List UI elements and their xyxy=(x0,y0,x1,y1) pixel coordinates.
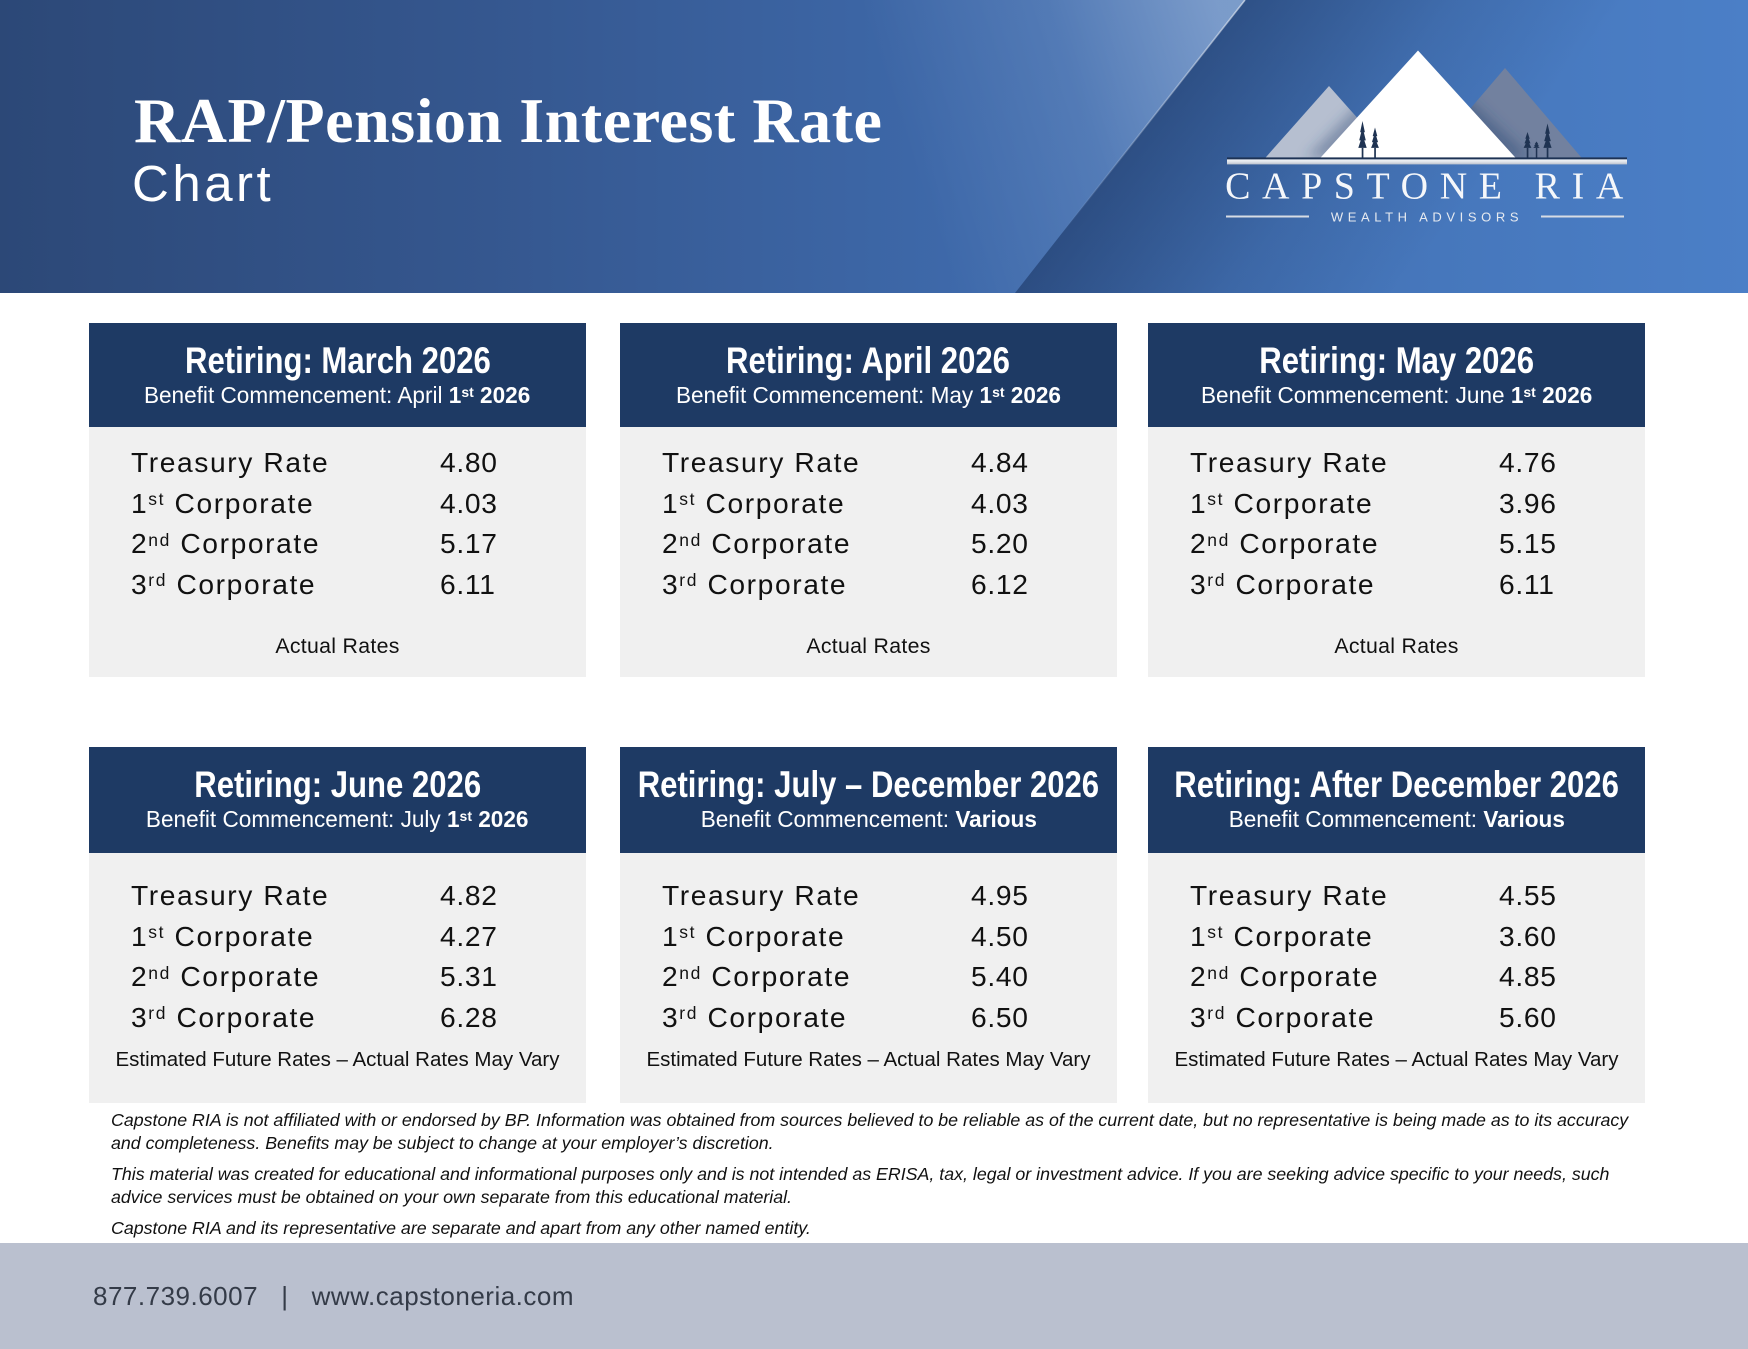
svg-text:WEALTH ADVISORS: WEALTH ADVISORS xyxy=(1331,210,1523,225)
svg-text:CAPSTONE RIA: CAPSTONE RIA xyxy=(1225,166,1635,208)
